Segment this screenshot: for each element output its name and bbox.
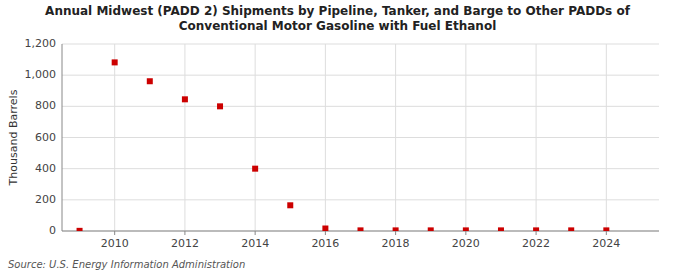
title: Annual Midwest (PADD 2) Shipments by Pip… [45,4,631,33]
x-tick [536,231,537,235]
point [217,103,223,109]
source-note: Source: U.S. Energy Information Administ… [8,259,245,270]
y-tick-label: 800 [35,99,56,112]
x-tick [465,231,466,235]
x-grid-line [536,44,537,231]
x-tick-label: 2018 [382,237,410,250]
point [112,59,118,65]
point [182,96,188,102]
x-tick-label: 2022 [522,237,550,250]
chart: 0 200 400 600 800 1,000 1,200 2010 2012 2014 2016 2… [0,0,675,275]
point [603,227,609,231]
y-grid-line [62,75,659,76]
x-tick [255,231,256,235]
x-tick [325,231,326,235]
y-tick-label: 1,000 [25,68,57,81]
x-grid-line [114,44,115,231]
x-tick [606,231,607,235]
x-grid-line [465,44,466,231]
point [568,227,574,231]
y-tick-label: 1,200 [25,37,57,50]
y-grid-line [62,106,659,107]
y-axis-label: Thousand Barrels [7,89,20,186]
x-tick-label: 2014 [241,237,269,250]
point [428,227,434,231]
x-grid-line [395,44,396,231]
y-tick-label: 400 [35,162,56,175]
x-tick-label: 2024 [592,237,620,250]
y-axis-line [62,44,63,231]
y-grid-line [62,199,659,200]
grid [62,44,659,231]
point [77,228,83,231]
point [252,166,258,172]
y-grid-line [62,168,659,169]
x-grid-line [184,44,185,231]
point [463,227,469,231]
y-grid-line [62,44,659,45]
x-tick [184,231,185,235]
point [533,227,539,231]
x-tick [395,231,396,235]
point [393,227,399,231]
y-tick-label: 600 [35,131,56,144]
title-line: Conventional Motor Gasoline with Fuel Et… [179,19,497,33]
x-tick-label: 2012 [171,237,199,250]
x-grid-line [255,44,256,231]
x-tick-label: 2016 [311,237,339,250]
point [147,78,153,84]
point [322,226,328,231]
y-grid-line [62,137,659,138]
point [287,202,293,208]
axes: 0 200 400 600 800 1,000 1,200 2010 2012 2014 2016 2… [25,37,660,250]
point [358,227,364,231]
y-tick-label: 200 [35,193,56,206]
point [498,227,504,231]
x-grid-line [325,44,326,231]
background [0,0,675,275]
x-tick-label: 2020 [452,237,480,250]
x-grid-line [606,44,607,231]
x-tick [114,231,115,235]
y-tick-label: 0 [49,224,56,237]
x-tick-label: 2010 [101,237,129,250]
title-line: Annual Midwest (PADD 2) Shipments by Pip… [45,4,631,18]
points [77,59,610,231]
